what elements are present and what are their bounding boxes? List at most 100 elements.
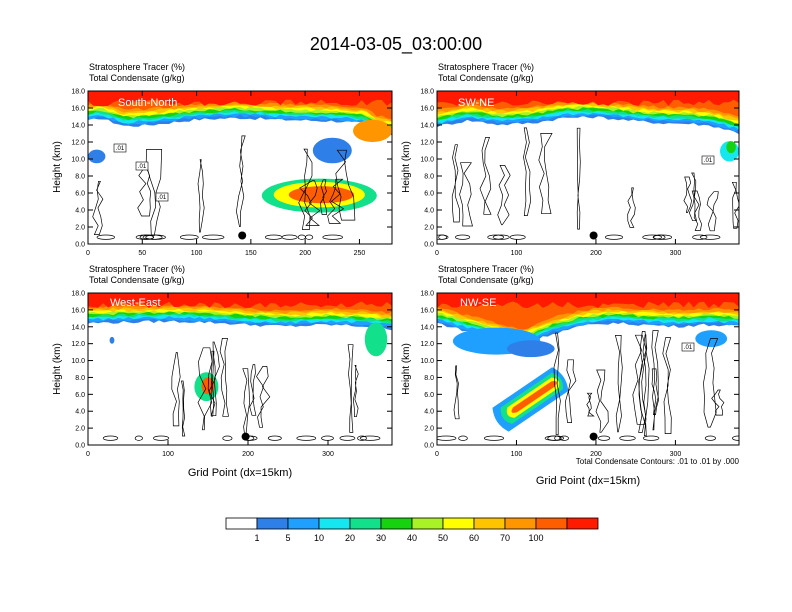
plot-area: .01 [437, 293, 739, 441]
condensate-contour [455, 234, 471, 240]
panel-title-line1: Stratosphere Tracer (%) [89, 264, 185, 274]
panel-sw-ne: Stratosphere Tracer (%) Total Condensate… [401, 62, 740, 257]
condensate-contour [595, 369, 609, 433]
condensate-contour [642, 234, 663, 240]
condensate-contour [281, 234, 298, 240]
colorbar-swatch [380, 517, 413, 530]
figure-title: 2014-03-05_03:00:00 [310, 34, 482, 55]
y-tick-label: 0.0 [75, 443, 85, 450]
plot-area: .01 [437, 91, 739, 240]
panel-label: NW-SE [460, 297, 496, 309]
condensate-contour [544, 435, 565, 441]
tracer-blob [726, 141, 736, 154]
plot-frame [87, 292, 393, 446]
contour-label: .01 [138, 164, 147, 170]
condensate-contour [565, 359, 577, 423]
condensate-contour [181, 380, 186, 437]
contour-label-box [701, 155, 715, 165]
colorbar-label: 60 [469, 533, 479, 543]
y-tick-label: 14.0 [420, 324, 434, 331]
condensate-contour [691, 190, 702, 231]
condensate-contour [210, 350, 215, 417]
panel-label: South-North [118, 97, 177, 109]
condensate-contour [711, 389, 725, 416]
condensate-contour [597, 435, 611, 441]
condensate-contour [320, 179, 327, 215]
condensate-contour [638, 331, 648, 433]
colorbar-label: 100 [528, 533, 543, 543]
plot-area [88, 293, 392, 441]
condensate-contour [453, 365, 460, 420]
condensate-contour [96, 234, 115, 240]
tracer-blob [109, 336, 115, 344]
plot-frame [87, 90, 393, 245]
y-tick-label: 4.0 [75, 409, 85, 416]
condensate-contour [492, 234, 510, 240]
condensate-contour [553, 332, 561, 436]
y-tick-label: 10.0 [71, 358, 85, 365]
y-tick-label: 14.0 [71, 123, 85, 130]
x-tick-label: 50 [138, 250, 146, 257]
condensate-contour [137, 167, 152, 217]
condensate-contour [483, 435, 505, 441]
location-marker [241, 432, 250, 441]
condensate-contour [296, 435, 317, 441]
y-tick-label: 0.0 [75, 242, 85, 249]
condensate-contour [438, 234, 447, 240]
condensate-contour [703, 338, 719, 428]
condensate-contour [704, 435, 716, 441]
location-marker [238, 231, 247, 240]
condensate-contour [523, 127, 532, 216]
y-tick-label: 4.0 [424, 409, 434, 416]
x-tick-label: 200 [242, 451, 254, 458]
panel-title-line2: Total Condensate (g/kg) [438, 73, 534, 83]
colorbar-swatch [535, 517, 568, 530]
colorbar-label: 5 [285, 533, 290, 543]
condensate-contour [614, 335, 623, 433]
x-tick-label: 150 [245, 250, 257, 257]
condensate-contour [335, 149, 356, 221]
condensate-contour [236, 135, 246, 227]
condensate-contour [604, 234, 624, 240]
y-tick-label: 10.0 [420, 358, 434, 365]
location-marker [589, 231, 598, 240]
condensate-contour [437, 435, 457, 441]
condensate-contour [347, 344, 354, 433]
x-axis-label: Grid Point (dx=15km) [536, 475, 640, 487]
y-tick-label: 4.0 [75, 208, 85, 215]
panel-title-line2: Total Condensate (g/kg) [438, 275, 534, 285]
condensate-contour [662, 337, 672, 434]
colorbar-swatch [349, 517, 382, 530]
condensate-contour [688, 172, 700, 222]
y-tick-label: 4.0 [424, 208, 434, 215]
x-tick-label: 300 [670, 451, 682, 458]
condensate-contour [145, 149, 163, 236]
axis-ticks: 0 50 100 150 200 250 0.0 2.0 4.0 6.0 8.0 10.0 12.0 14… [71, 89, 392, 257]
condensate-contour [487, 234, 505, 240]
tracer-band [437, 293, 739, 330]
y-tick-label: 0.0 [424, 242, 434, 249]
condensate-contour [179, 234, 199, 240]
condensate-contour [135, 234, 155, 240]
condensate-contour [339, 435, 356, 441]
y-tick-label: 10.0 [420, 157, 434, 164]
x-tick-label: 100 [162, 451, 174, 458]
condensate-contour [153, 435, 170, 441]
plot-area: .01 .01 .01 [88, 91, 392, 240]
panel-title-line1: Stratosphere Tracer (%) [438, 62, 534, 72]
contour-label: .01 [704, 158, 713, 164]
panel-title-line2: Total Condensate (g/kg) [89, 73, 185, 83]
condensate-contour [497, 165, 511, 226]
contour-label: .01 [158, 195, 167, 201]
colorbar-swatch [473, 517, 506, 530]
condensate-contour [642, 435, 660, 441]
condensate-contour [297, 234, 306, 240]
y-tick-label: 16.0 [420, 307, 434, 314]
contour-label-box [135, 161, 149, 171]
condensate-contour [642, 334, 650, 437]
colorbar-label: 1 [254, 533, 259, 543]
colorbar-label: 20 [345, 533, 355, 543]
condensate-contour [576, 127, 581, 230]
condensate-contour [264, 234, 283, 240]
